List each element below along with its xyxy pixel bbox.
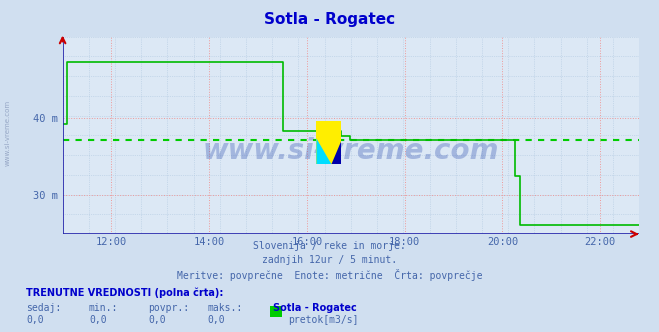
Text: Sotla - Rogatec: Sotla - Rogatec [273,303,357,313]
Text: www.si-vreme.com: www.si-vreme.com [5,100,11,166]
Polygon shape [331,140,341,164]
Text: sedaj:: sedaj: [26,303,61,313]
Text: maks.:: maks.: [208,303,243,313]
Text: pretok[m3/s]: pretok[m3/s] [288,315,358,325]
Text: 0,0: 0,0 [26,315,44,325]
Text: zadnjih 12ur / 5 minut.: zadnjih 12ur / 5 minut. [262,255,397,265]
Text: 0,0: 0,0 [148,315,166,325]
Polygon shape [316,138,331,164]
Text: TRENUTNE VREDNOSTI (polna črta):: TRENUTNE VREDNOSTI (polna črta): [26,287,224,298]
Text: povpr.:: povpr.: [148,303,189,313]
Text: www.si-vreme.com: www.si-vreme.com [203,137,499,165]
Text: 0,0: 0,0 [89,315,107,325]
Text: Slovenija / reke in morje.: Slovenija / reke in morje. [253,241,406,251]
Text: min.:: min.: [89,303,119,313]
Text: Sotla - Rogatec: Sotla - Rogatec [264,12,395,27]
Text: Meritve: povprečne  Enote: metrične  Črta: povprečje: Meritve: povprečne Enote: metrične Črta:… [177,269,482,281]
Text: 0,0: 0,0 [208,315,225,325]
